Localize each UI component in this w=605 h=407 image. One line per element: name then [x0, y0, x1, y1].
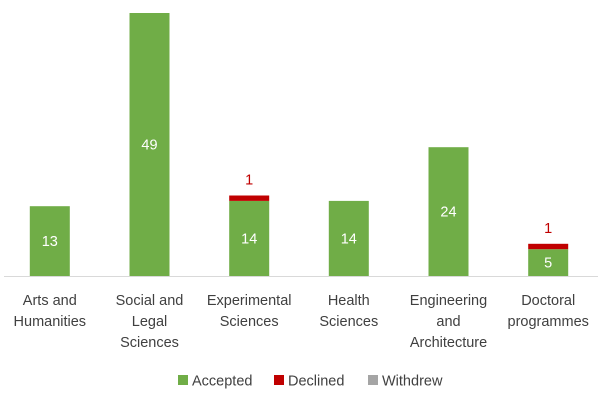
- data-label-accepted-2: 14: [241, 231, 257, 247]
- legend-swatch-accepted: [178, 375, 188, 385]
- bars-group: [29, 13, 569, 276]
- x-tick-label-line: Sciences: [120, 335, 179, 351]
- bar-accepted-3: [328, 200, 369, 276]
- data-label-accepted-4: 24: [440, 205, 456, 221]
- x-tick-label-line: Architecture: [410, 335, 487, 351]
- x-tick-label-line: Legal: [132, 314, 167, 330]
- data-label-accepted-0: 13: [42, 234, 58, 250]
- x-tick-label-line: Sciences: [220, 314, 279, 330]
- legend-label-withdrew: Withdrew: [382, 374, 443, 390]
- bar-accepted-2: [229, 200, 270, 276]
- data-label-declined-5: 1: [544, 221, 552, 237]
- x-tick-label-2: Experimental Sciences: [207, 293, 292, 330]
- bar-declined-2: [229, 195, 270, 201]
- legend-swatch-withdrew: [368, 375, 378, 385]
- x-tick-label-0: Arts and Humanities: [14, 293, 87, 330]
- data-labels-group: 13 49 14 1 14 24 5 1: [42, 138, 553, 272]
- bar-accepted-5: [528, 249, 569, 276]
- data-label-accepted-5: 5: [544, 256, 552, 272]
- x-tick-label-line: Social and: [116, 293, 184, 309]
- x-tick-label-line: and: [436, 314, 460, 330]
- bar-accepted-1: [129, 13, 170, 276]
- x-tick-label-line: Health: [328, 293, 370, 309]
- x-tick-label-line: Sciences: [319, 314, 378, 330]
- legend: Accepted Declined Withdrew: [178, 374, 443, 390]
- x-tick-label-1: Social and Legal Sciences: [116, 293, 184, 351]
- data-label-accepted-1: 49: [141, 138, 157, 154]
- x-tick-label-5: Doctoral programmes: [508, 293, 589, 330]
- bar-declined-5: [528, 243, 569, 250]
- data-label-declined-2: 1: [245, 173, 253, 189]
- x-tick-label-line: Arts and: [23, 293, 77, 309]
- legend-item-accepted: Accepted: [178, 374, 252, 390]
- legend-swatch-declined: [274, 375, 284, 385]
- x-tick-label-line: Humanities: [14, 314, 87, 330]
- x-tick-labels: Arts and Humanities Social and Legal Science…: [14, 293, 589, 351]
- bar-accepted-0: [29, 206, 70, 276]
- x-tick-label-3: Health Sciences: [319, 293, 378, 330]
- legend-item-declined: Declined: [274, 374, 344, 390]
- legend-label-accepted: Accepted: [192, 374, 252, 390]
- x-tick-label-line: Doctoral: [521, 293, 575, 309]
- x-tick-label-line: programmes: [508, 314, 589, 330]
- x-tick-label-line: Engineering: [410, 293, 487, 309]
- data-label-accepted-3: 14: [341, 231, 357, 247]
- legend-label-declined: Declined: [288, 374, 344, 390]
- bar-accepted-4: [428, 147, 469, 276]
- x-tick-label-4: Engineering and Architecture: [410, 293, 487, 351]
- x-tick-label-line: Experimental: [207, 293, 292, 309]
- legend-item-withdrew: Withdrew: [368, 374, 443, 390]
